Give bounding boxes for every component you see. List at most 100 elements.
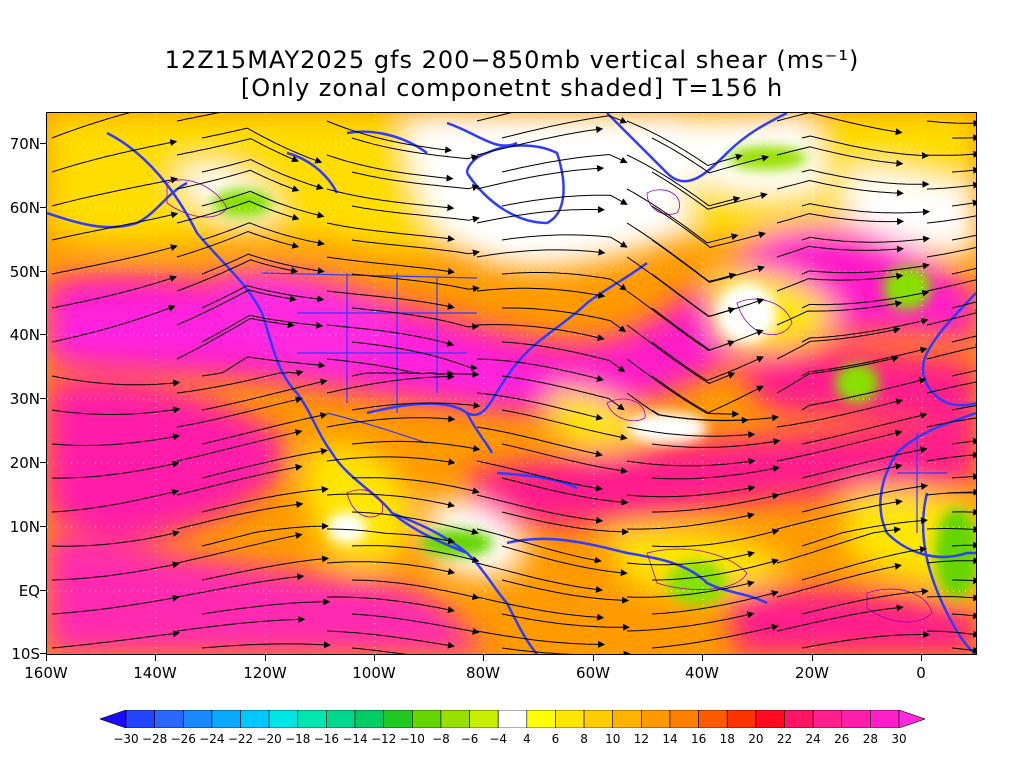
colorbar-swatch xyxy=(440,710,470,728)
streamline xyxy=(801,289,930,309)
streamline xyxy=(776,429,903,462)
streamline xyxy=(776,326,901,360)
streamline xyxy=(926,243,976,258)
lat-tick xyxy=(40,398,46,399)
streamline xyxy=(476,126,604,156)
streamline xyxy=(801,517,928,547)
streamline xyxy=(51,406,181,415)
streamline xyxy=(201,222,325,247)
streamline xyxy=(801,317,929,343)
streamline xyxy=(176,230,300,258)
streamline xyxy=(776,113,903,136)
streamline xyxy=(776,146,904,167)
streamline xyxy=(501,511,630,536)
streamline xyxy=(801,631,931,649)
colorbar-swatch xyxy=(411,710,442,728)
streamline xyxy=(351,273,480,293)
streamline xyxy=(201,522,329,547)
streamline xyxy=(626,512,755,530)
streamline xyxy=(801,203,930,216)
streamline xyxy=(926,488,976,496)
colorbar-label: −6 xyxy=(460,732,479,746)
streamline xyxy=(476,494,604,524)
streamline xyxy=(476,324,605,341)
streamline xyxy=(176,289,297,326)
colorbar-swatch xyxy=(698,710,728,728)
colorbar-label: 4 xyxy=(522,732,531,746)
streamline xyxy=(651,409,780,422)
streamline xyxy=(652,558,779,581)
streamline xyxy=(326,256,456,275)
colorbar-label: 24 xyxy=(805,732,821,746)
streamline xyxy=(776,526,902,564)
streamline xyxy=(926,594,976,602)
colorbar-swatch xyxy=(469,710,499,728)
colorbar-label: −12 xyxy=(370,732,397,746)
streamline xyxy=(626,458,756,467)
streamline xyxy=(801,262,930,275)
streamline xyxy=(776,604,904,632)
colorbar-label: −28 xyxy=(141,732,168,746)
lon-label: 20W xyxy=(795,664,829,682)
lon-tick xyxy=(702,655,703,661)
streamline xyxy=(951,332,976,343)
streamline xyxy=(501,115,628,139)
streamline xyxy=(476,460,603,492)
streamline xyxy=(651,623,779,649)
streamline xyxy=(926,378,976,394)
colorbar-swatch xyxy=(784,710,814,728)
lon-label: 160W xyxy=(24,664,68,682)
streamline xyxy=(327,596,455,614)
colorbar-swatch xyxy=(154,710,184,728)
streamline xyxy=(951,199,976,207)
streamline xyxy=(476,206,605,224)
streamline xyxy=(201,555,330,581)
streamline xyxy=(476,287,606,299)
colorbar-swatch xyxy=(268,710,299,728)
streamline xyxy=(801,546,927,581)
streamline xyxy=(626,358,740,418)
colorbar-label: 20 xyxy=(748,732,764,746)
streamline xyxy=(651,137,769,174)
lat-tick xyxy=(40,526,46,527)
streamline xyxy=(351,370,480,378)
lat-label: 60N xyxy=(9,199,40,217)
streamline xyxy=(476,248,606,258)
streamline xyxy=(51,630,181,649)
lat-tick xyxy=(40,590,46,591)
streamline xyxy=(626,188,739,244)
colorbar-swatch xyxy=(726,710,757,728)
streamline xyxy=(476,164,605,190)
streamline xyxy=(502,307,627,333)
colorbar-label: −14 xyxy=(342,732,368,746)
streamline xyxy=(626,550,755,566)
streamline xyxy=(176,463,303,496)
colorbar-swatch xyxy=(669,710,699,728)
streamline xyxy=(926,451,976,462)
streamline xyxy=(51,176,179,207)
lat-tick xyxy=(40,462,46,463)
colorbar-swatch xyxy=(326,710,356,728)
colorbar-label: −20 xyxy=(256,732,282,746)
streamline xyxy=(326,154,454,182)
streamline xyxy=(476,392,604,421)
streamline xyxy=(176,317,295,360)
streamline xyxy=(801,482,929,513)
streamline xyxy=(201,190,325,219)
streamline xyxy=(801,346,928,377)
lon-tick xyxy=(483,655,484,661)
colorbar-swatches xyxy=(100,710,925,728)
streamline xyxy=(951,612,976,620)
streamline xyxy=(501,409,628,441)
streamline xyxy=(626,484,756,498)
colorbar-swatch xyxy=(526,710,556,728)
colorbar-label: −4 xyxy=(489,732,508,746)
colorbar-label: 30 xyxy=(891,732,907,746)
streamline xyxy=(951,405,976,411)
streamline xyxy=(626,611,755,632)
colorbar-swatch xyxy=(297,710,327,728)
colorbar-swatch xyxy=(240,710,270,728)
streamline xyxy=(351,579,480,601)
streamline xyxy=(476,358,605,382)
colorbar-label: −22 xyxy=(227,732,254,746)
